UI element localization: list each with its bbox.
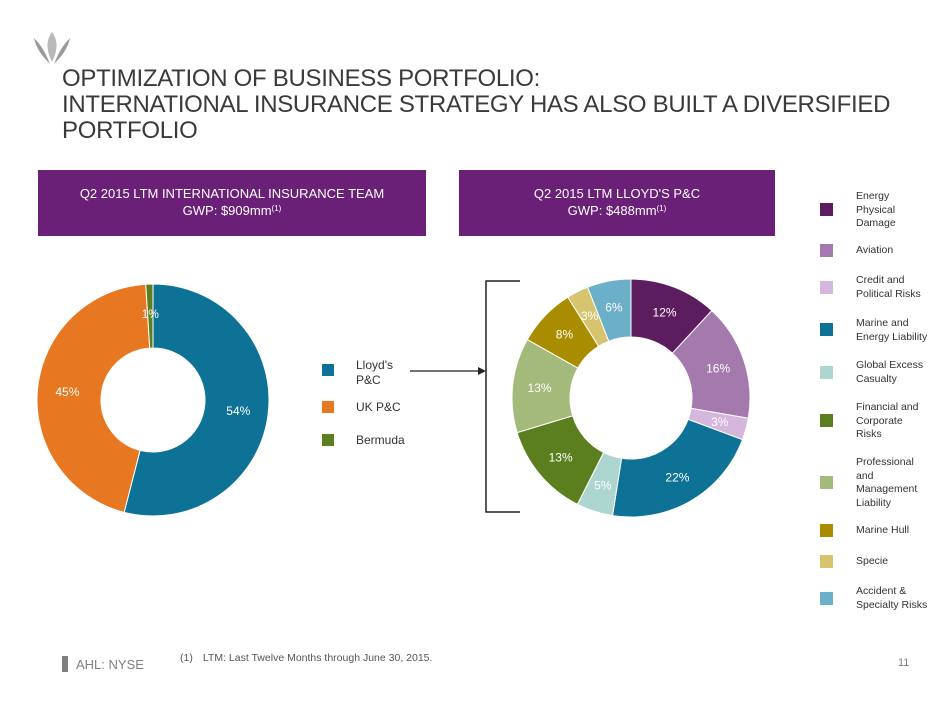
legend-swatch-accident-specialty <box>820 592 833 605</box>
data-label-global-excess-casualty: 5% <box>594 479 612 493</box>
donut-slice-uk-p-c <box>36 283 151 513</box>
footnote-text: LTM: Last Twelve Months through June 30,… <box>202 652 433 664</box>
data-label-financial-and-corporate-risks: 13% <box>549 450 573 464</box>
legend-label-marine-energy-liability: Marine and Energy Liability <box>856 317 928 343</box>
legend-swatch-energy-physical-damage <box>820 203 833 216</box>
title-line-2: INTERNATIONAL INSURANCE STRATEGY HAS ALS… <box>62 91 891 118</box>
footnote-number: (1) <box>180 652 193 664</box>
footnote: (1) LTM: Last Twelve Months through June … <box>180 652 432 664</box>
legend-label-global-excess-casualty: Global Excess Casualty <box>856 359 924 385</box>
international-team-gwp: GWP: $909mm <box>182 203 272 218</box>
legend-swatch-uk <box>322 401 334 413</box>
legend-swatch-aviation <box>820 244 833 257</box>
data-label-credit-and-political-risks: 3% <box>711 415 729 429</box>
lloyds-gwp: GWP: $488mm <box>567 203 657 218</box>
data-label-bermuda: 1% <box>142 307 160 321</box>
stock-ticker: AHL: NYSE <box>76 657 144 672</box>
legend-swatch-specie <box>820 555 833 568</box>
title-line-3: PORTFOLIO <box>62 117 198 144</box>
donut-slice-bermuda <box>145 283 154 349</box>
legend-label-energy-physical-damage: Energy Physical Damage <box>856 190 896 229</box>
donut-chart-international: 54% 45% 1% <box>36 283 270 517</box>
legend-swatch-marine-hull <box>820 524 833 537</box>
legend-label-aviation: Aviation <box>856 244 894 256</box>
data-label-specie: 3% <box>581 309 599 323</box>
legend-swatch-credit-political <box>820 281 833 294</box>
legend-swatch-lloyds <box>322 364 334 376</box>
data-label-energy-physical-damage: 12% <box>653 305 677 319</box>
legend-label-marine-hull: Marine Hull <box>856 524 910 536</box>
legend-swatch-professional-management <box>820 476 833 489</box>
data-label-accident-specialty-risks: 6% <box>605 301 623 315</box>
title-line-1: OPTIMIZATION OF BUSINESS PORTFOLIO: <box>62 65 540 92</box>
donut-slice-lloyd-s-p-c <box>123 283 270 517</box>
footnote-marker: (1) <box>271 204 282 213</box>
donut-slice-accident-specialty-risks <box>586 278 632 342</box>
legend-connector-arrowhead <box>478 367 486 375</box>
lloyds-header: Q2 2015 LTM LLOYD'S P&C GWP: $488mm(1) <box>459 170 775 236</box>
international-team-header: Q2 2015 LTM INTERNATIONAL INSURANCE TEAM… <box>38 170 426 236</box>
data-label-lloyd-s-p-c: 54% <box>226 404 250 418</box>
legend-label-lloyds: Lloyd's P&C <box>356 358 393 387</box>
legend-label-accident-specialty: Accident & Specialty Risks <box>856 585 928 611</box>
data-label-professional-and-management-liability: 13% <box>528 381 552 395</box>
legend-label-bermuda: Bermuda <box>356 433 405 447</box>
footnote-marker: (1) <box>656 204 667 213</box>
data-label-uk-p-c: 45% <box>55 385 79 399</box>
legend-label-uk: UK P&C <box>356 400 401 414</box>
company-logo <box>34 32 70 64</box>
data-label-aviation: 16% <box>706 361 730 375</box>
legend-label-financial-corporate: Financial and Corporate Risks <box>856 401 919 440</box>
legend-swatch-marine-energy-liability <box>820 323 833 336</box>
legend-label-professional-management: Professional and Management Liability <box>856 456 918 509</box>
page-number: 11 <box>898 657 910 669</box>
footer-marker <box>62 656 68 672</box>
legend-swatch-global-excess-casualty <box>820 366 833 379</box>
page-title: OPTIMIZATION OF BUSINESS PORTFOLIO: INTE… <box>62 66 890 144</box>
international-team-heading: Q2 2015 LTM INTERNATIONAL INSURANCE TEAM <box>79 186 385 201</box>
data-label-marine-and-energy-liability: 22% <box>665 470 689 484</box>
legend-label-specie: Specie <box>856 555 889 567</box>
data-label-marine-hull: 8% <box>556 327 574 341</box>
lloyds-heading: Q2 2015 LTM LLOYD'S P&C <box>533 186 701 201</box>
legend-label-credit-political: Credit and Political Risks <box>856 274 921 300</box>
lloyds-bracket <box>485 280 520 513</box>
legend-swatch-financial-corporate <box>820 414 833 427</box>
legend-swatch-bermuda <box>322 434 334 446</box>
donut-slice-marine-and-energy-liability <box>611 418 744 518</box>
donut-chart-lloyds: 12% 16% 3% 22% 5% 13% 13% 8% 3% 6% <box>511 278 751 518</box>
